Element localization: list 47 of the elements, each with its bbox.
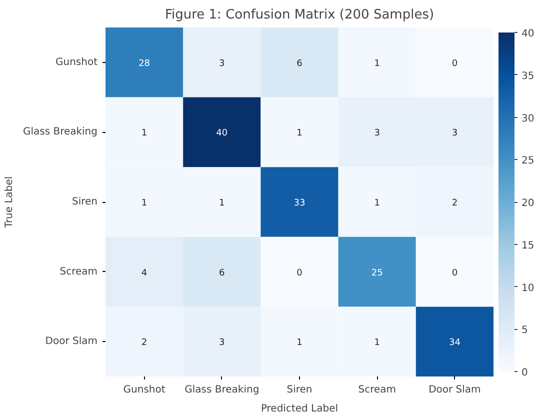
color-bar-label: 15 [522,240,534,252]
data-label: 2 [141,338,148,348]
data-label: 1 [141,128,148,139]
x-tick-label: Gunshot [123,384,166,396]
y-tick-label: Glass Breaking [22,126,98,138]
y-axis-title: True Label [4,176,15,229]
data-label: 28 [138,58,150,69]
color-bar-label: 25 [522,156,534,167]
y-tick-label: Gunshot [55,56,98,68]
color-bar-label: 35 [522,70,534,82]
data-label: 1 [374,338,380,348]
data-label: 1 [296,338,302,348]
data-label: 3 [219,338,225,348]
data-label: 40 [216,128,228,139]
data-label: 1 [374,58,380,69]
data-label: 2 [452,198,458,208]
color-bar-label: 5 [522,325,528,336]
color-bar-label: 0 [522,368,528,378]
x-axis-title: Predicted Label [260,404,338,414]
x-tick-label: Glass Breaking [184,384,260,396]
data-label: 1 [141,198,148,208]
x-tick-label: Siren [286,384,312,396]
data-label: 3 [452,128,458,139]
data-label: 1 [374,198,380,208]
data-label: 33 [294,198,306,208]
y-tick-label: Door Slam [45,336,98,348]
data-label: 0 [296,268,303,278]
color-bar-label: 10 [522,282,534,294]
data-label: 3 [219,58,225,69]
data-label: 4 [141,268,148,278]
data-label: 6 [296,58,303,69]
data-label: 6 [219,268,226,278]
color-bar-label: 40 [522,28,534,40]
data-label: 1 [219,198,225,208]
y-tick-label: Scream [60,266,98,278]
data-label: 0 [452,268,458,278]
data-label: 0 [452,58,458,69]
x-tick-label: Door Slam [428,384,481,396]
chart-title: Figure 1: Confusion Matrix (200 Samples) [164,8,434,22]
data-label: 3 [374,128,380,139]
x-tick-label: Scream [358,384,396,396]
color-bar-label: 30 [522,113,534,124]
data-label: 34 [448,338,461,348]
color-bar-label: 20 [522,198,534,209]
data-label: 25 [371,268,383,278]
y-tick-label: Siren [72,196,98,208]
data-label: 1 [296,128,302,139]
